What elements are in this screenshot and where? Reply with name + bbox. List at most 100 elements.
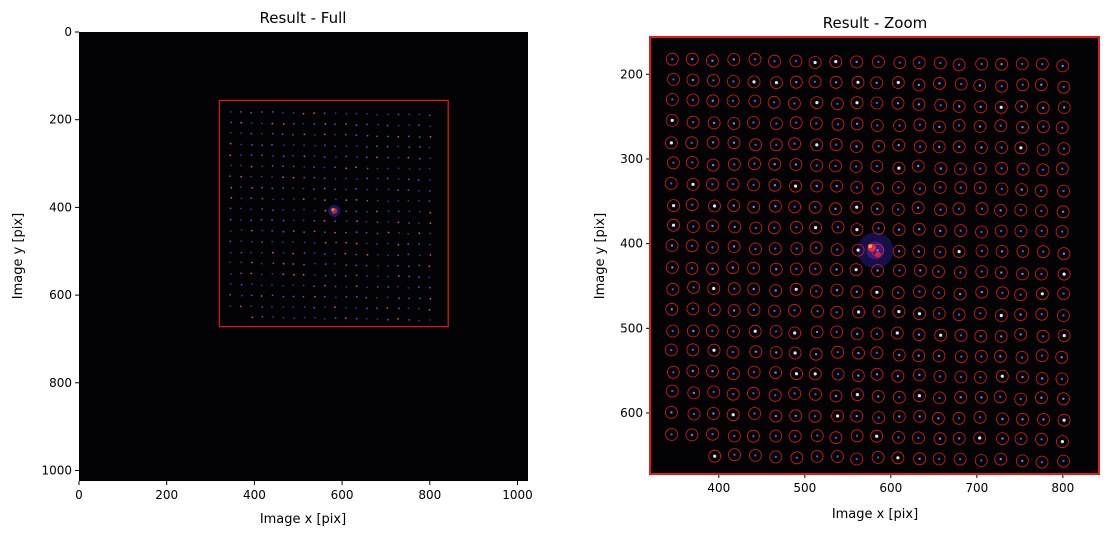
detection-circle <box>932 140 946 154</box>
star-point <box>980 396 983 399</box>
detection-circle <box>913 285 926 299</box>
detection-circle <box>705 324 719 338</box>
star-point <box>1019 229 1023 233</box>
star-point <box>334 145 337 148</box>
star-point <box>366 177 369 180</box>
star-point <box>753 99 757 103</box>
detection-circle <box>871 389 885 403</box>
star-point <box>365 317 368 320</box>
star-point <box>958 145 961 148</box>
star-point <box>670 411 673 414</box>
star-point <box>260 218 263 221</box>
detection-circle <box>687 280 700 294</box>
star-point <box>407 156 410 159</box>
star-point <box>794 59 798 63</box>
star-point <box>1061 167 1064 170</box>
star-point <box>670 348 673 352</box>
detection-circle <box>831 367 845 381</box>
star-point <box>428 309 431 311</box>
star-point <box>323 112 326 115</box>
star-point <box>417 286 420 289</box>
star-point <box>814 206 817 209</box>
star-point <box>345 188 347 191</box>
detection-circle <box>913 140 927 154</box>
detection-circle <box>1057 329 1071 343</box>
detection-circle <box>665 136 678 150</box>
star-point <box>939 61 942 65</box>
star-point <box>958 437 961 440</box>
star-point <box>834 60 838 64</box>
star-point <box>407 189 410 191</box>
star-point <box>345 264 348 266</box>
star-point <box>834 81 838 84</box>
detection-circle <box>952 119 966 132</box>
star-point <box>408 319 410 321</box>
detection-circle <box>870 327 884 341</box>
detection-circle <box>808 56 822 69</box>
star-point <box>1062 147 1066 150</box>
star-point <box>292 176 295 179</box>
detection-circle <box>952 431 966 445</box>
star-point <box>939 186 942 189</box>
star-point <box>855 122 859 126</box>
y-tick-label: 600 <box>620 406 643 420</box>
detection-circle <box>995 369 1009 383</box>
x-tick-label: 800 <box>418 488 441 502</box>
detection-circle <box>850 200 864 214</box>
star-point <box>292 230 295 232</box>
star-point <box>397 210 400 213</box>
star-point <box>775 268 778 271</box>
star-point <box>230 251 232 254</box>
star-point <box>980 290 983 294</box>
star-point <box>292 165 295 168</box>
star-point <box>732 372 735 375</box>
detection-circle <box>1055 162 1069 176</box>
star-point <box>397 178 400 181</box>
star-point <box>877 395 880 398</box>
star-point <box>692 391 695 395</box>
detection-circle <box>789 179 802 193</box>
star-point <box>376 135 378 138</box>
star-point <box>978 84 981 87</box>
star-point <box>355 274 358 277</box>
detection-circle <box>852 305 865 319</box>
star-point <box>1062 252 1066 255</box>
star-point <box>261 165 264 168</box>
star-point <box>282 176 284 179</box>
detection-circle <box>1034 184 1048 198</box>
star-point <box>1021 375 1024 379</box>
star-point <box>670 433 673 436</box>
detection-circle <box>871 264 884 277</box>
star-point <box>271 187 274 190</box>
star-point <box>230 186 233 189</box>
star-point <box>918 61 921 64</box>
star-point <box>813 60 817 65</box>
star-point <box>815 101 819 105</box>
detection-circle <box>706 135 720 149</box>
star-point <box>356 156 358 159</box>
star-point <box>897 291 900 294</box>
star-point <box>814 393 817 396</box>
star-point <box>334 123 336 126</box>
star-point <box>690 141 693 144</box>
star-point <box>917 333 921 336</box>
star-point <box>979 105 982 109</box>
star-point <box>261 197 264 200</box>
star-point <box>250 165 253 168</box>
star-point <box>712 412 715 415</box>
detection-circle <box>1055 372 1069 386</box>
star-point <box>429 157 432 160</box>
star-point <box>938 312 941 315</box>
star-point <box>335 241 337 244</box>
detection-circle <box>727 199 741 213</box>
zoom-x-label: Image x [pix] <box>832 507 918 522</box>
star-point <box>365 156 368 159</box>
detection-circle <box>851 75 865 89</box>
zoom-y-label: Image y [pix] <box>593 213 608 299</box>
detection-circle <box>850 327 864 341</box>
star-point <box>733 163 736 166</box>
detection-circle <box>708 199 721 213</box>
detection-circle <box>706 94 720 108</box>
star-point <box>417 124 420 126</box>
star-point <box>999 395 1002 398</box>
